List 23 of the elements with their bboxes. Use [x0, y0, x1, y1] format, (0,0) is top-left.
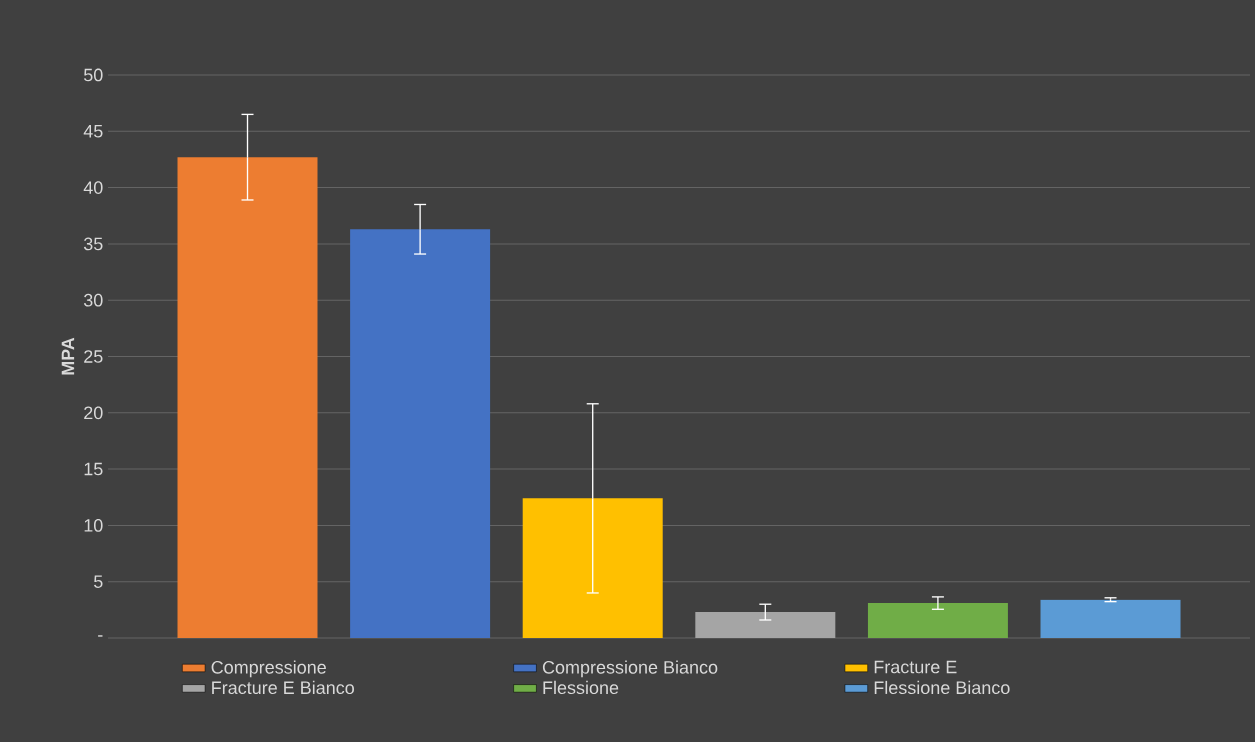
legend-label: Compressione Bianco: [542, 660, 718, 678]
y-tick-label: -: [98, 635, 103, 637]
legend-label: Compressione: [211, 660, 326, 678]
y-tick-label: 20: [84, 406, 103, 420]
y-tick-label: 45: [83, 125, 103, 138]
y-tick-label: 15: [84, 462, 103, 476]
y-tick-label: 5: [93, 575, 103, 588]
bar: [1040, 599, 1181, 638]
bar: [177, 157, 318, 638]
y-axis-title: MPA: [61, 337, 75, 375]
bar: [350, 229, 491, 638]
legend-label: Flessione Bianco: [874, 680, 1010, 695]
y-tick-label: 40: [83, 181, 103, 194]
y-tick-label: 35: [83, 237, 103, 251]
bar: [695, 612, 836, 638]
legend-label: Flessione: [543, 680, 619, 695]
legend-label: Fracture E: [874, 660, 957, 674]
bar: [867, 603, 1008, 638]
y-tick-label: 50: [83, 68, 103, 82]
y-tick-label: 10: [84, 519, 103, 532]
y-tick-label: 30: [83, 293, 103, 307]
legend-label: Fracture E Bianco: [212, 680, 354, 695]
y-tick-label: 25: [84, 350, 103, 363]
